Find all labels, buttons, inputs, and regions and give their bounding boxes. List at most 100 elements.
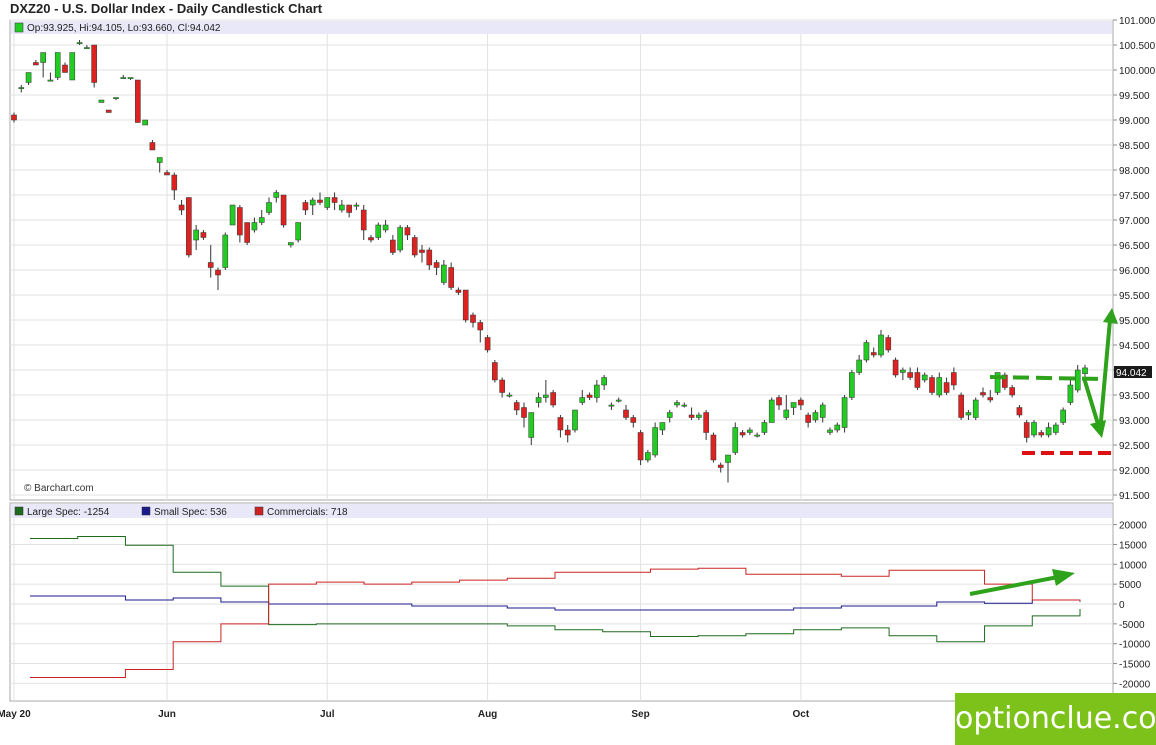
price-tick-label: 92.500: [1119, 441, 1150, 452]
candle-body: [120, 77, 127, 79]
candle: [1031, 420, 1037, 438]
candle-body: [1045, 427, 1052, 436]
candle: [426, 247, 433, 270]
candle: [1016, 405, 1023, 418]
price-tick-label: 99.500: [1119, 91, 1150, 102]
cot-series-line: [30, 567, 1081, 678]
cot-tick-label: 5000: [1119, 580, 1142, 591]
candle: [768, 397, 775, 423]
candle: [666, 410, 673, 423]
candle: [1045, 422, 1052, 438]
candle-body: [987, 397, 994, 401]
candle: [754, 432, 760, 438]
candle-body: [1031, 422, 1037, 436]
candle-body: [98, 99, 105, 103]
candle-body: [288, 242, 294, 246]
candle: [215, 267, 221, 290]
candle: [1023, 420, 1030, 443]
price-tick-label: 92.000: [1119, 466, 1150, 477]
cot-tick-label: -10000: [1119, 640, 1151, 651]
candle: [280, 194, 287, 228]
candle: [564, 425, 571, 443]
candle-body: [885, 337, 892, 351]
last-price-value: 94.042: [1116, 368, 1147, 379]
candle-body: [717, 464, 724, 468]
candle-body: [754, 434, 760, 437]
candle-body: [360, 209, 367, 231]
candle-body: [419, 249, 425, 253]
candle-body: [1016, 407, 1023, 416]
x-tick-label: Aug: [478, 709, 497, 720]
candle-body: [798, 399, 804, 406]
candle-body: [382, 224, 389, 231]
cot-legend-swatch: [14, 506, 24, 516]
candle-body: [375, 224, 382, 238]
candle-body: [819, 404, 826, 418]
candle-body: [521, 407, 527, 418]
candle-body: [710, 434, 717, 461]
candle: [98, 99, 105, 103]
candle-body: [696, 414, 702, 418]
candle: [717, 462, 724, 473]
candle: [317, 192, 323, 205]
candle: [382, 220, 389, 233]
candle: [1060, 407, 1066, 425]
price-tick-label: 91.500: [1119, 491, 1150, 502]
candle: [710, 432, 717, 463]
candle-body: [1074, 369, 1081, 391]
candle-body: [346, 204, 352, 213]
candle-body: [76, 42, 83, 44]
candle-body: [856, 359, 862, 373]
candle: [506, 392, 513, 398]
candle-body: [251, 222, 258, 231]
candle-body: [506, 394, 513, 397]
cot-panel: [9, 502, 1114, 702]
candle-body: [805, 414, 811, 423]
candle: [91, 44, 97, 88]
candle-body: [615, 399, 622, 402]
candle: [965, 410, 972, 420]
x-tick-label: Jul: [320, 709, 335, 720]
candle: [309, 197, 316, 215]
candle: [513, 400, 520, 415]
price-tick-label: 98.000: [1119, 166, 1150, 177]
candle: [222, 232, 229, 270]
candle-body: [513, 402, 520, 411]
candle: [929, 375, 935, 395]
candle: [156, 157, 163, 173]
candle-body: [652, 427, 658, 456]
candle-body: [827, 429, 833, 433]
candle-body: [295, 222, 301, 241]
candle-body: [776, 397, 782, 406]
candle-body: [40, 52, 46, 63]
cot-tick-label: -5000: [1119, 620, 1145, 631]
candle-body: [1023, 422, 1030, 438]
candle: [841, 395, 848, 433]
candle: [885, 335, 892, 353]
candle-body: [331, 197, 338, 203]
candle-body: [258, 217, 265, 223]
price-tick-label: 95.500: [1119, 291, 1150, 302]
candle-body: [207, 262, 214, 268]
candle: [674, 400, 680, 408]
candle-body: [113, 97, 119, 99]
candle: [288, 242, 294, 248]
candle: [601, 375, 607, 390]
candle: [390, 235, 396, 255]
candle: [127, 77, 134, 80]
candle-body: [229, 204, 236, 226]
candle-body: [666, 412, 673, 418]
candle: [200, 230, 207, 240]
candle-body: [33, 62, 39, 66]
candle-body: [222, 234, 229, 268]
candle-body: [783, 409, 790, 418]
candle-body: [550, 392, 556, 406]
candle: [688, 407, 695, 420]
price-annotations: [989, 308, 1118, 455]
candle-body: [397, 227, 403, 251]
cot-legend-entry: Commercials: 718: [267, 507, 348, 518]
candle: [62, 62, 68, 73]
candle-body: [900, 369, 906, 373]
ohlc-legend-swatch: [14, 22, 24, 33]
candle-body: [637, 432, 644, 461]
